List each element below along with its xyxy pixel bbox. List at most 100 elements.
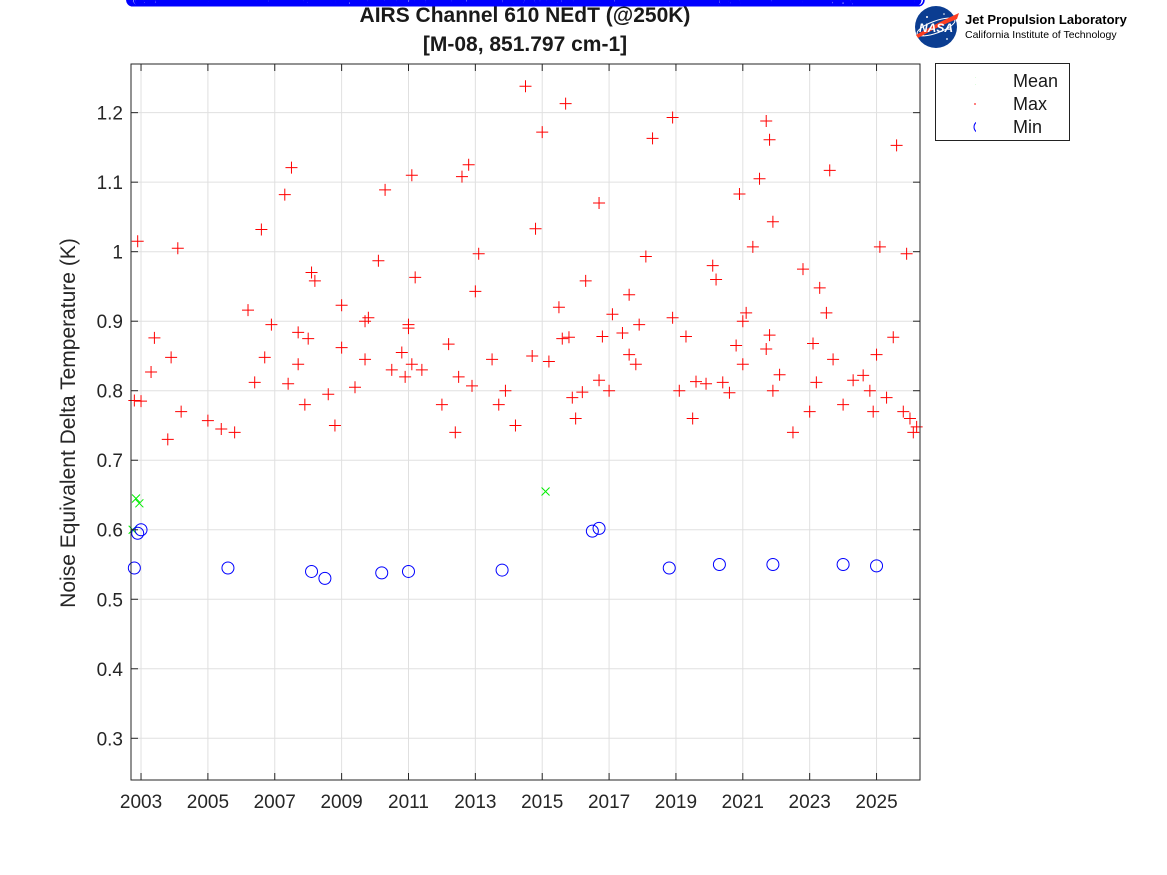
data-point-max bbox=[335, 299, 348, 312]
data-point-max bbox=[379, 183, 392, 196]
data-point-max bbox=[562, 331, 575, 344]
data-point-max bbox=[873, 240, 886, 253]
data-point-max bbox=[566, 391, 579, 404]
data-point-max bbox=[753, 172, 766, 185]
data-point-max bbox=[455, 170, 468, 183]
series-max bbox=[128, 80, 923, 446]
data-point-max bbox=[399, 370, 412, 383]
data-point-max bbox=[435, 398, 448, 411]
data-point-max bbox=[639, 250, 652, 263]
data-point-max bbox=[449, 426, 462, 439]
data-point-max bbox=[679, 330, 692, 343]
data-point-max bbox=[623, 348, 636, 361]
data-point-max bbox=[880, 391, 893, 404]
series-mean bbox=[129, 488, 550, 535]
data-point-max bbox=[740, 306, 753, 319]
data-point-max bbox=[248, 376, 261, 389]
data-point-max bbox=[837, 398, 850, 411]
data-point-max bbox=[462, 158, 475, 171]
data-point-max bbox=[803, 405, 816, 418]
data-point-max bbox=[569, 412, 582, 425]
data-point-max bbox=[292, 358, 305, 371]
data-point-max bbox=[746, 240, 759, 253]
grid-lines bbox=[131, 64, 920, 780]
data-point-max bbox=[766, 215, 779, 228]
data-point-max bbox=[282, 377, 295, 390]
data-point-max bbox=[359, 315, 372, 328]
data-point-max bbox=[171, 242, 184, 255]
data-point-max bbox=[258, 351, 271, 364]
data-point-max bbox=[405, 169, 418, 182]
data-point-max bbox=[813, 281, 826, 294]
data-point-max bbox=[242, 304, 255, 317]
data-point-max bbox=[536, 126, 549, 139]
chart-subtitle: [M-08, 851.797 cm-1] bbox=[422, 33, 628, 56]
data-point-max bbox=[760, 115, 773, 128]
data-point-max bbox=[910, 420, 923, 433]
data-point-max bbox=[867, 405, 880, 418]
data-point-max bbox=[710, 273, 723, 286]
data-point-max bbox=[559, 97, 572, 110]
data-point-max bbox=[131, 235, 144, 248]
data-point-max bbox=[148, 331, 161, 344]
data-point-max bbox=[616, 327, 629, 340]
data-point-max bbox=[452, 370, 465, 383]
data-point-max bbox=[372, 254, 385, 267]
data-point-max bbox=[298, 398, 311, 411]
data-point-max bbox=[128, 394, 141, 407]
data-point-max bbox=[302, 332, 315, 345]
data-point-max bbox=[308, 274, 321, 287]
data-point-max bbox=[673, 384, 686, 397]
data-point-max bbox=[509, 419, 522, 432]
data-point-max bbox=[348, 381, 361, 394]
data-point-max bbox=[666, 311, 679, 324]
data-point-max bbox=[870, 348, 883, 361]
data-point-max bbox=[175, 405, 188, 418]
data-point-max bbox=[736, 358, 749, 371]
data-point-max bbox=[730, 339, 743, 352]
data-point-max bbox=[900, 247, 913, 260]
data-point-max bbox=[863, 384, 876, 397]
data-point-max bbox=[593, 374, 606, 387]
data-point-max bbox=[415, 363, 428, 376]
data-point-max bbox=[633, 318, 646, 331]
data-point-max bbox=[807, 337, 820, 350]
data-point-max bbox=[292, 326, 305, 339]
data-point-max bbox=[686, 412, 699, 425]
data-point-max bbox=[165, 351, 178, 364]
series-min bbox=[126, 0, 925, 585]
data-point-max bbox=[773, 368, 786, 381]
data-point-max bbox=[552, 301, 565, 314]
data-point-max bbox=[820, 306, 833, 319]
data-point-max bbox=[857, 369, 870, 382]
data-point-max bbox=[201, 414, 214, 427]
data-point-max bbox=[362, 311, 375, 324]
data-point-max bbox=[519, 80, 532, 93]
logo-line2: California Institute of Technology bbox=[965, 29, 1117, 41]
data-point-max bbox=[596, 330, 609, 343]
data-point-max bbox=[796, 263, 809, 276]
data-point-max bbox=[472, 247, 485, 260]
data-point-max bbox=[786, 426, 799, 439]
data-point-mean bbox=[135, 498, 144, 508]
data-point-max bbox=[723, 386, 736, 399]
data-point-max bbox=[255, 223, 268, 236]
data-point-max bbox=[810, 376, 823, 389]
data-point-max bbox=[907, 426, 920, 439]
data-point-max bbox=[576, 386, 589, 399]
chart-title: AIRS Channel 610 NEdT (@250K) bbox=[359, 4, 691, 27]
data-point-max bbox=[766, 384, 779, 397]
data-point-max bbox=[827, 353, 840, 366]
data-point-max bbox=[135, 395, 148, 408]
data-point-max bbox=[469, 285, 482, 298]
data-point-max bbox=[736, 315, 749, 328]
data-point-max bbox=[278, 188, 291, 201]
data-point-max bbox=[359, 353, 372, 366]
data-point-max bbox=[763, 133, 776, 146]
data-point-max bbox=[492, 398, 505, 411]
nasa-meatball-icon: NASA bbox=[915, 6, 959, 48]
data-point-max bbox=[690, 375, 703, 388]
data-point-max bbox=[161, 433, 174, 446]
data-point-max bbox=[466, 379, 479, 392]
